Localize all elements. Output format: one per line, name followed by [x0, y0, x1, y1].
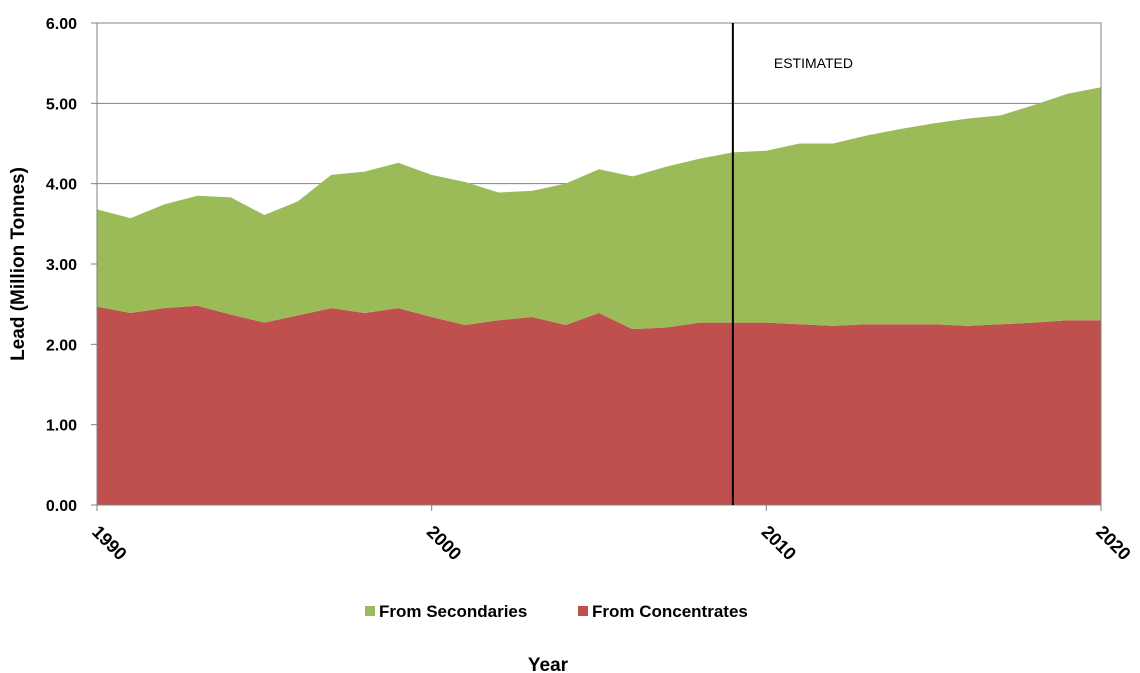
y-tick-label: 4.00: [46, 177, 77, 194]
y-axis-title: Lead (Million Tonnes): [8, 167, 29, 361]
area-from-concentrates: [97, 305, 1101, 505]
y-tick-label: 3.00: [46, 257, 77, 274]
y-tick-label: 0.00: [46, 498, 77, 515]
y-tick-label: 5.00: [46, 96, 77, 113]
estimated-annotation: ESTIMATED: [774, 55, 853, 71]
series-areas: [97, 87, 1101, 505]
x-axis-title: Year: [528, 655, 569, 673]
x-axis-ticks: 1990 2000 2010 2020: [88, 505, 1135, 564]
area-from-secondaries: [97, 87, 1101, 330]
y-axis-ticks: 0.00 1.00 2.00 3.00 4.00 5.00 6.00: [46, 16, 97, 515]
legend-swatch-from-secondaries: [365, 606, 375, 616]
x-tick-label: 2000: [423, 522, 465, 564]
legend-swatch-from-concentrates: [578, 606, 588, 616]
legend: From Secondaries From Concentrates: [365, 602, 748, 621]
x-tick-label: 2020: [1092, 522, 1134, 564]
legend-label-from-concentrates: From Concentrates: [592, 602, 748, 621]
y-tick-label: 2.00: [46, 337, 77, 354]
legend-label-from-secondaries: From Secondaries: [379, 602, 527, 621]
y-tick-label: 1.00: [46, 418, 77, 435]
y-tick-label: 6.00: [46, 16, 77, 33]
x-tick-label: 2010: [758, 522, 800, 564]
x-tick-label: 1990: [88, 522, 130, 564]
